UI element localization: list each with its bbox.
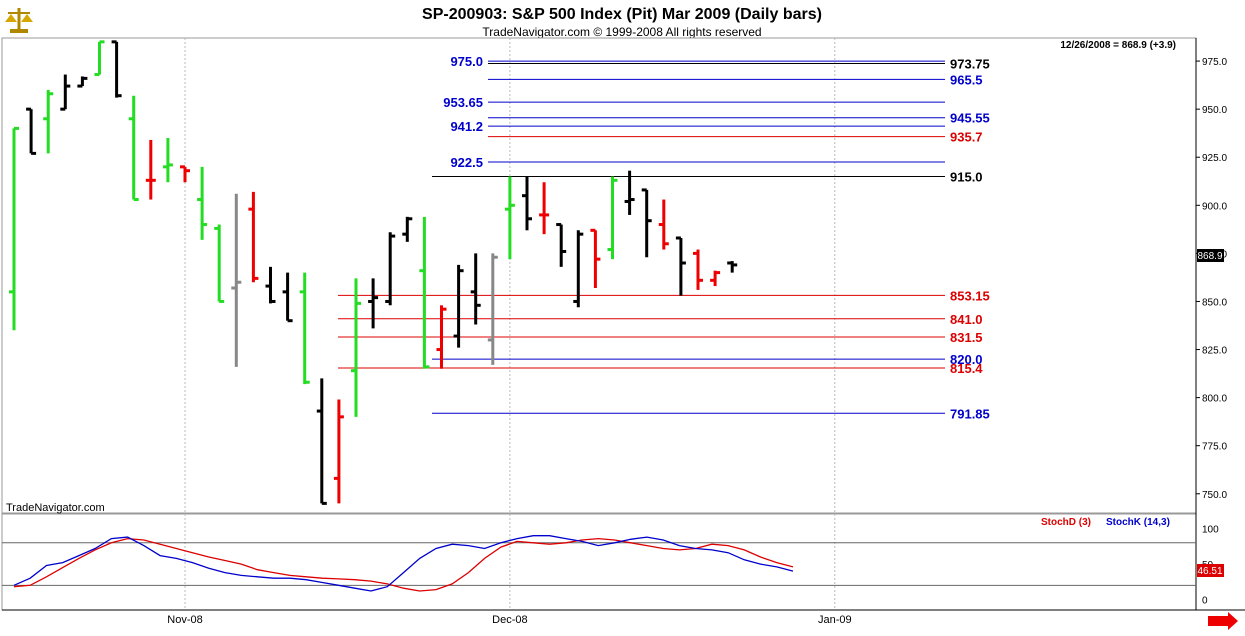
- y-tick-label: 925.0: [1202, 153, 1227, 164]
- legend-stoch-k: StochK (14,3): [1106, 517, 1170, 528]
- ohlc-bar: [111, 40, 122, 98]
- chart-title: SP-200903: S&P 500 Index (Pit) Mar 2009 …: [422, 6, 822, 23]
- chart-subtitle: TradeNavigator.com © 1999-2008 All right…: [482, 25, 761, 39]
- title-bar: [0, 0, 1245, 37]
- ohlc-bar: [94, 40, 105, 77]
- ohlc-bar: [556, 223, 567, 267]
- current-price-tag: [1197, 249, 1224, 262]
- ohlc-bar: [43, 89, 54, 154]
- ohlc-bar: [624, 170, 635, 215]
- x-tick-label: Nov-08: [167, 614, 202, 626]
- price-level-label: 975.0: [450, 54, 483, 69]
- ohlc-bar: [180, 165, 190, 183]
- price-level-label: 973.75: [950, 56, 990, 71]
- price-level-label: 841.0: [950, 312, 983, 327]
- ohlc-bar: [351, 278, 361, 417]
- ohlc-bar: [419, 216, 430, 369]
- y-tick-label: 800.0: [1202, 394, 1227, 405]
- stoch-series-line: [13, 535, 794, 592]
- ohlc-bar: [368, 278, 379, 329]
- vertical-gridlines: [184, 38, 836, 610]
- ohlc-bar: [658, 199, 669, 250]
- stoch-series-line: [13, 537, 794, 592]
- stoch-y-tick-label: 100: [1202, 525, 1219, 536]
- ohlc-bar: [607, 176, 618, 260]
- price-level-label: 945.55: [950, 111, 990, 126]
- y-tick-label: 850.0: [1202, 297, 1227, 308]
- ohlc-bar: [522, 176, 532, 231]
- ohlc-bar: [333, 399, 344, 504]
- legend-stoch-d: StochD (3): [1041, 517, 1091, 528]
- ohlc-bar: [504, 176, 515, 260]
- x-tick-label: Jan-09: [818, 614, 852, 626]
- ohlc-bar: [77, 76, 88, 88]
- y-tick-label: 750.0: [1202, 490, 1227, 501]
- ohlc-bar: [128, 95, 139, 202]
- ohlc-bar: [453, 264, 464, 348]
- ohlc-bar: [265, 266, 276, 304]
- ohlc-bar: [539, 182, 550, 235]
- ohlc-bar: [282, 272, 293, 323]
- stoch-value-tag: [1197, 564, 1224, 577]
- ohlc-bar: [641, 188, 652, 258]
- price-level-label: 853.15: [950, 288, 990, 303]
- price-level-label: 831.5: [950, 330, 983, 345]
- ohlc-bar: [214, 224, 225, 303]
- stoch-value-label: 46.51: [1197, 566, 1222, 577]
- ohlc-bar: [727, 261, 738, 273]
- ohlc-bar: [231, 193, 242, 367]
- y-tick-label: 900.0: [1202, 201, 1227, 212]
- stoch-y-tick-label: 0: [1202, 595, 1208, 606]
- ohlc-bar: [470, 253, 481, 325]
- ohlc-bar: [162, 138, 173, 183]
- y-tick-label: 775.0: [1202, 442, 1227, 453]
- y-tick-label: 950.0: [1202, 105, 1227, 116]
- price-level-label: 791.85: [950, 406, 990, 421]
- x-tick-label: Dec-08: [492, 614, 527, 626]
- price-level-label: 965.5: [950, 72, 983, 87]
- ohlc-bar: [487, 253, 498, 365]
- ohlc-bar: [9, 126, 19, 331]
- ohlc-bar: [590, 228, 601, 288]
- ohlc-bar: [60, 74, 71, 111]
- ohlc-bar: [316, 378, 327, 505]
- price-level-label: 922.5: [450, 155, 483, 170]
- watermark: TradeNavigator.com: [6, 502, 105, 514]
- date-axis-ticks: Nov-08 Dec-08 Jan-09: [167, 614, 851, 626]
- ohlc-bar: [26, 107, 37, 155]
- ohlc-bar: [145, 139, 156, 200]
- last-price-info: 12/26/2008 = 868.9 (+3.9): [1060, 40, 1176, 51]
- ohlc-bar: [693, 249, 703, 290]
- ohlc-bar: [197, 166, 208, 240]
- scales-logo-icon: [3, 3, 35, 35]
- price-level-label: 815.4: [950, 361, 983, 376]
- price-level-label: 820.0: [950, 352, 983, 367]
- ohlc-bar: [299, 272, 310, 385]
- price-level-label: 941.2: [450, 119, 483, 134]
- ohlc-bars: [9, 40, 738, 505]
- price-level-label: 935.7: [950, 130, 983, 145]
- ohlc-bar: [710, 270, 721, 287]
- scroll-right-arrow-icon[interactable]: [1208, 612, 1238, 630]
- price-level-label: 915.0: [950, 169, 983, 184]
- ohlc-bar: [675, 236, 686, 296]
- y-tick-label: 825.0: [1202, 346, 1227, 357]
- ohlc-bar: [436, 305, 447, 369]
- y-tick-label: 975.0: [1202, 57, 1227, 68]
- ohlc-bar: [573, 230, 584, 308]
- ohlc-bar: [248, 191, 259, 283]
- ohlc-bar: [402, 216, 413, 242]
- price-level-label: 953.65: [443, 95, 483, 110]
- ohlc-bar: [385, 232, 396, 306]
- current-price-label: 868.9: [1197, 251, 1222, 262]
